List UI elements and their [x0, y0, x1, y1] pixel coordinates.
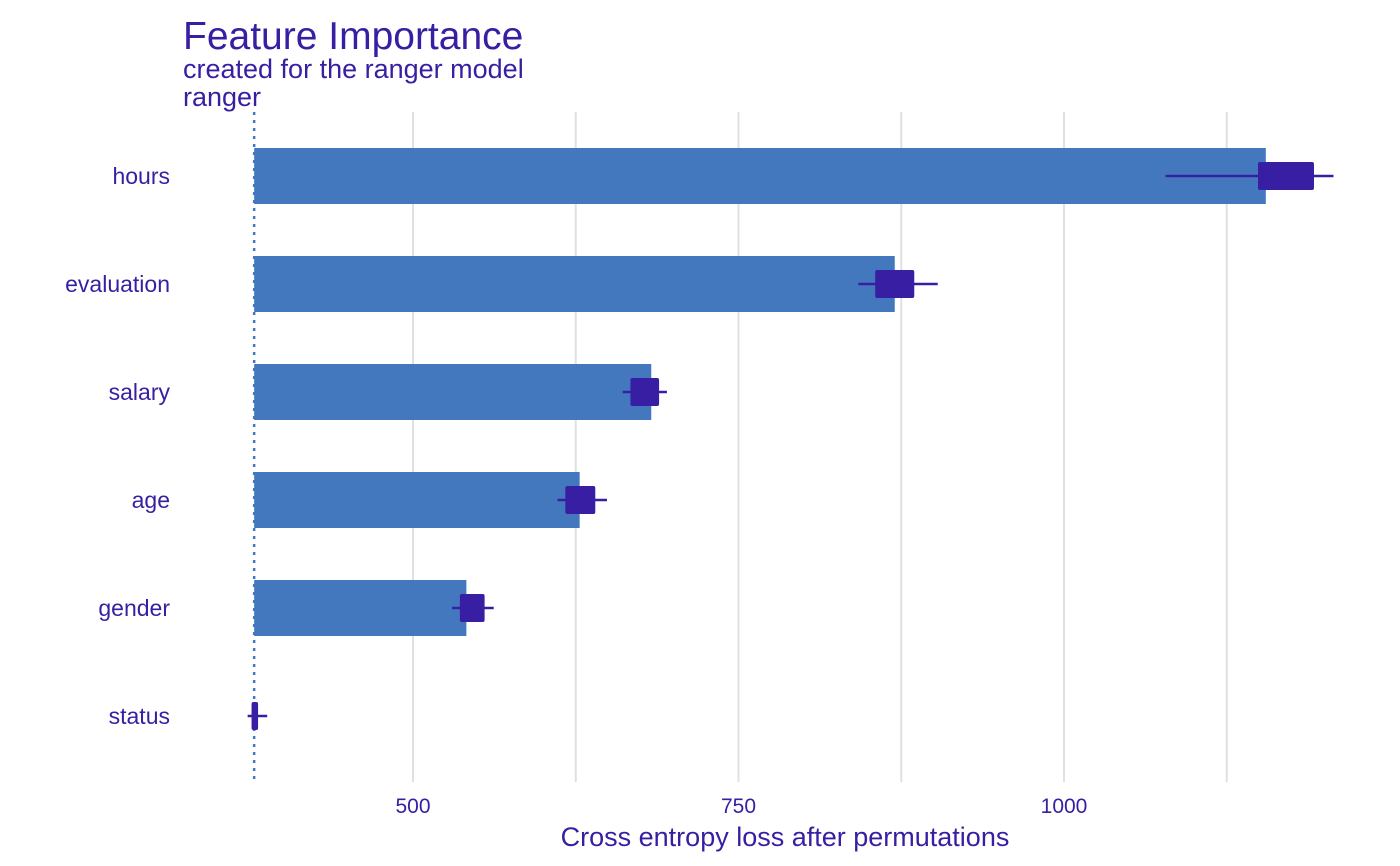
bar-gender	[254, 580, 467, 636]
category-label: age	[132, 487, 170, 513]
gridlines	[412, 112, 1228, 782]
x-axis-label: Cross entropy loss after permutations	[561, 822, 1010, 852]
bar-salary	[254, 364, 652, 420]
category-label: salary	[109, 379, 171, 405]
category-label: gender	[98, 595, 170, 621]
chart-title: Feature Importance	[183, 15, 523, 58]
box-evaluation	[875, 270, 915, 298]
box-age	[565, 486, 596, 514]
category-label: status	[109, 703, 170, 729]
boxplots	[247, 162, 1334, 730]
bar-age	[254, 472, 580, 528]
x-tick-label: 750	[721, 795, 756, 818]
x-tick-label: 500	[395, 795, 430, 818]
category-label: hours	[112, 163, 170, 189]
x-tick-labels: 500 750 1000	[395, 795, 1087, 818]
bar-hours	[254, 148, 1266, 204]
chart-subtitle: created for the ranger model	[183, 54, 524, 84]
category-label: evaluation	[65, 271, 170, 297]
model-label: ranger	[183, 82, 261, 112]
bar-evaluation	[254, 256, 895, 312]
category-labels: hours evaluation salary age gender status	[65, 163, 170, 729]
box-hours	[1257, 162, 1314, 190]
bars	[254, 148, 1266, 636]
box-gender	[459, 594, 485, 622]
x-tick-label: 1000	[1041, 795, 1088, 818]
box-salary	[630, 378, 660, 406]
box-status	[251, 702, 259, 730]
